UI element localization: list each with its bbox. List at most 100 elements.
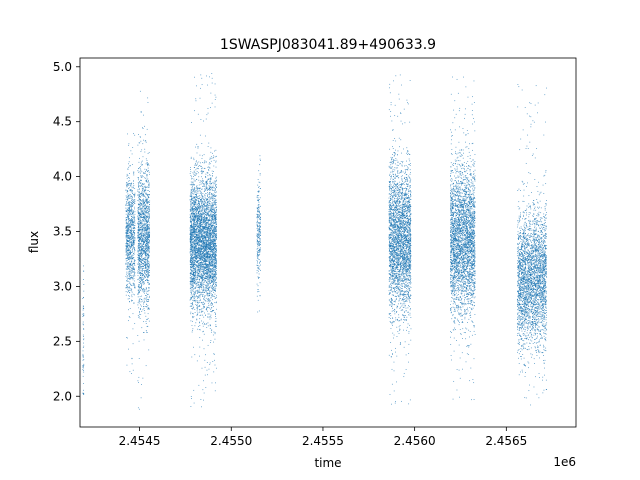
data-point <box>148 233 149 235</box>
data-point <box>209 174 210 176</box>
data-point <box>212 244 214 245</box>
data-point <box>140 278 141 280</box>
data-point <box>137 213 139 215</box>
data-point <box>132 216 134 218</box>
data-point <box>195 211 197 213</box>
data-point <box>128 237 129 238</box>
data-point <box>128 246 130 248</box>
data-point <box>138 218 140 220</box>
data-point <box>130 229 132 231</box>
data-point <box>191 243 193 244</box>
data-point <box>146 186 147 188</box>
data-point <box>215 273 217 275</box>
data-point <box>190 260 191 262</box>
data-point <box>143 274 144 276</box>
data-point <box>143 252 145 254</box>
data-point <box>140 193 142 195</box>
data-point <box>200 285 202 287</box>
data-point <box>131 291 133 293</box>
data-point <box>210 275 212 277</box>
data-point <box>199 134 201 136</box>
data-point <box>143 241 145 243</box>
data-point <box>146 244 147 246</box>
data-point <box>148 254 149 256</box>
data-point <box>195 267 197 269</box>
data-point <box>131 268 133 270</box>
data-point <box>137 182 139 183</box>
data-point <box>140 166 141 168</box>
data-point <box>130 191 132 193</box>
data-point <box>145 140 147 142</box>
data-point <box>214 293 216 295</box>
data-point <box>200 255 202 257</box>
data-point <box>213 180 215 182</box>
data-point <box>145 187 146 189</box>
data-point <box>199 292 200 293</box>
data-point <box>128 216 129 217</box>
data-point <box>139 260 141 262</box>
data-point <box>201 84 203 86</box>
data-point <box>131 237 133 239</box>
data-point <box>127 205 129 207</box>
data-point <box>131 219 132 221</box>
data-point <box>213 269 214 270</box>
data-point <box>199 269 201 271</box>
data-point <box>146 202 148 204</box>
data-point <box>138 287 140 289</box>
data-point <box>214 263 215 265</box>
data-point <box>133 218 135 220</box>
observation-cluster-4 <box>189 73 218 408</box>
data-point <box>143 235 144 237</box>
data-point <box>148 247 150 249</box>
data-point <box>145 230 146 232</box>
data-point <box>148 246 150 248</box>
data-point <box>215 264 217 266</box>
data-point <box>214 218 216 220</box>
data-point <box>134 188 136 189</box>
data-point <box>145 216 147 218</box>
data-point <box>131 212 133 214</box>
data-point <box>142 245 143 246</box>
data-point <box>215 233 217 235</box>
data-point <box>144 196 146 198</box>
data-point <box>143 306 144 308</box>
data-point <box>140 238 142 239</box>
data-point <box>138 276 140 278</box>
data-point <box>138 302 140 304</box>
data-point <box>141 189 143 191</box>
data-point <box>212 275 214 277</box>
data-point <box>207 266 209 268</box>
chart-title: 1SWASPJ083041.89+490633.9 <box>220 37 436 53</box>
data-point <box>201 171 203 173</box>
data-point <box>145 205 147 207</box>
data-point <box>212 219 214 221</box>
data-point <box>144 216 146 218</box>
data-point <box>145 181 147 182</box>
data-point <box>210 223 212 224</box>
data-point <box>207 374 208 376</box>
data-point <box>205 207 207 209</box>
data-point <box>201 226 203 228</box>
data-point <box>147 256 148 258</box>
data-point <box>193 264 195 266</box>
data-point <box>129 241 130 243</box>
data-point <box>148 197 150 198</box>
data-point <box>194 272 195 274</box>
data-point <box>140 254 141 255</box>
data-point <box>143 227 145 229</box>
data-point <box>212 246 214 248</box>
data-point <box>203 220 205 222</box>
data-point <box>197 301 198 303</box>
data-point <box>129 189 131 191</box>
data-point <box>194 245 196 247</box>
data-point <box>133 248 135 250</box>
data-point <box>129 204 131 205</box>
data-point <box>215 226 217 228</box>
data-point <box>138 205 140 207</box>
data-point <box>204 273 206 275</box>
data-point <box>126 185 127 186</box>
data-point <box>215 243 216 245</box>
data-point <box>143 264 145 266</box>
data-point <box>141 254 143 256</box>
data-point <box>206 218 207 220</box>
